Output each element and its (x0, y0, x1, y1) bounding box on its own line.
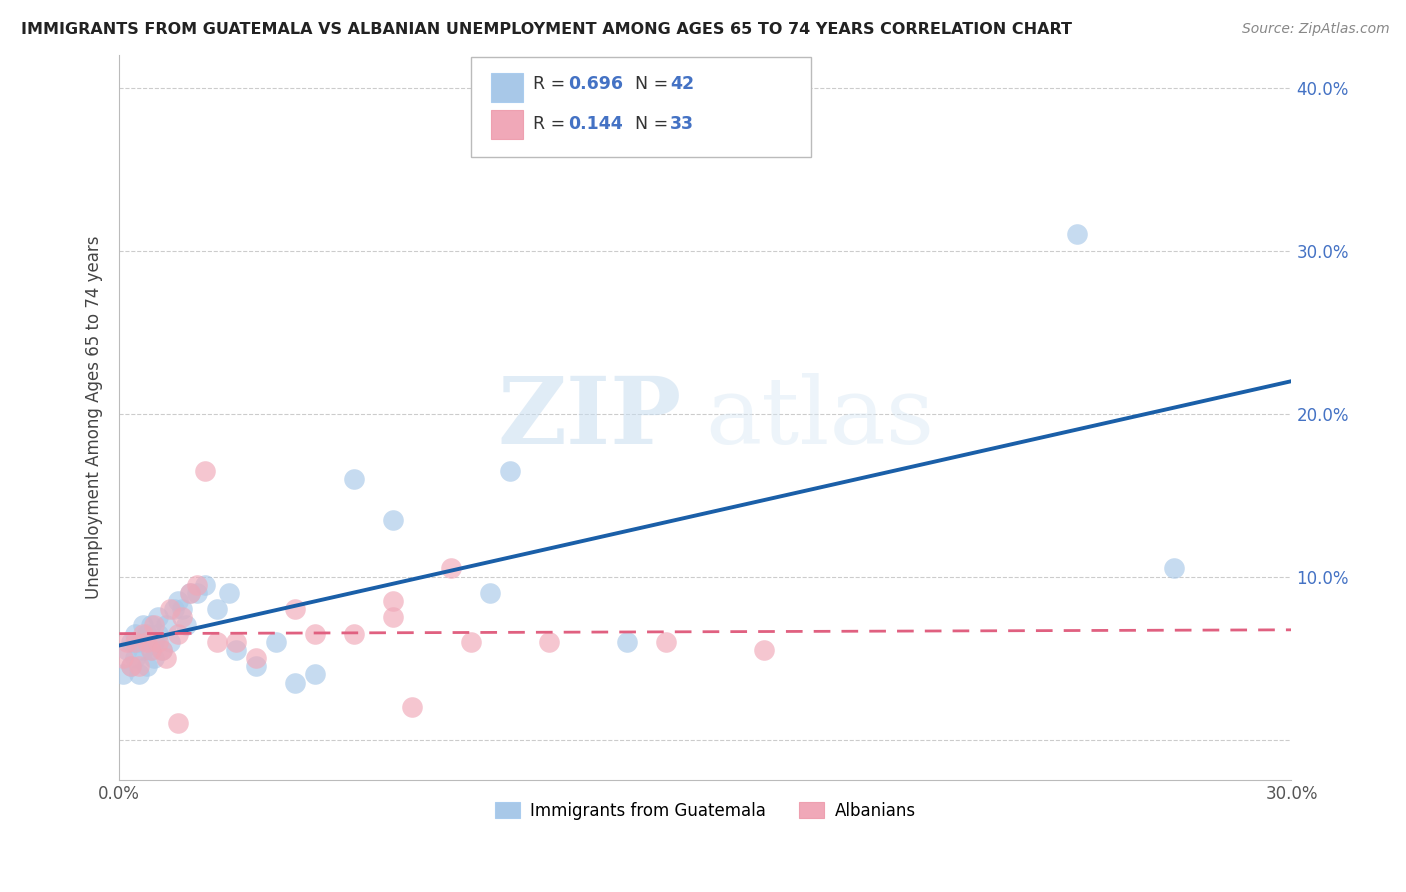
Point (1066, 227, 1088, 242)
Text: R =: R = (533, 115, 571, 133)
Point (124, 626, 146, 640)
FancyBboxPatch shape (491, 111, 523, 139)
Point (132, 643, 155, 657)
FancyBboxPatch shape (471, 56, 811, 157)
Point (148, 610, 170, 624)
Point (479, 586, 502, 600)
Text: Source: ZipAtlas.com: Source: ZipAtlas.com (1241, 22, 1389, 37)
Point (179, 586, 201, 600)
Point (401, 700, 423, 714)
Point (225, 643, 247, 657)
Point (170, 602, 193, 616)
Point (143, 634, 166, 648)
Point (148, 634, 170, 648)
Point (186, 586, 208, 600)
Point (124, 634, 146, 648)
Point (115, 634, 138, 648)
Point (155, 618, 177, 632)
Point (112, 667, 135, 681)
Point (343, 472, 366, 486)
Point (128, 667, 150, 681)
Point (616, 634, 638, 648)
Point (150, 643, 173, 657)
Point (135, 659, 157, 673)
Point (381, 594, 404, 608)
Point (381, 512, 404, 526)
Point (148, 626, 170, 640)
Point (440, 561, 463, 575)
Point (159, 602, 181, 616)
Point (120, 634, 142, 648)
Text: 42: 42 (671, 75, 695, 93)
Point (304, 667, 326, 681)
Point (538, 634, 561, 648)
Point (460, 634, 482, 648)
Point (120, 659, 142, 673)
Point (186, 578, 208, 592)
Point (143, 651, 166, 665)
Text: R =: R = (533, 75, 571, 93)
Point (218, 586, 240, 600)
Point (284, 602, 307, 616)
Y-axis label: Unemployment Among Ages 65 to 74 years: Unemployment Among Ages 65 to 74 years (86, 236, 103, 599)
Point (167, 594, 190, 608)
Point (112, 651, 135, 665)
Point (205, 634, 228, 648)
Point (179, 586, 201, 600)
Point (264, 634, 287, 648)
Point (499, 464, 522, 478)
Point (143, 618, 166, 632)
Point (167, 716, 190, 731)
Point (1163, 561, 1185, 575)
Text: 0.696: 0.696 (568, 75, 623, 93)
Point (132, 618, 155, 632)
Point (381, 610, 404, 624)
Point (225, 634, 247, 648)
Point (139, 618, 162, 632)
Text: N =: N = (636, 115, 673, 133)
Point (174, 618, 197, 632)
Point (124, 651, 146, 665)
Text: N =: N = (636, 75, 673, 93)
FancyBboxPatch shape (491, 72, 523, 102)
Point (159, 634, 181, 648)
Text: 33: 33 (671, 115, 695, 133)
Point (139, 643, 162, 657)
Point (115, 643, 138, 657)
Point (752, 643, 775, 657)
Point (128, 659, 150, 673)
Point (120, 659, 142, 673)
Point (245, 659, 267, 673)
Point (150, 643, 173, 657)
Point (655, 634, 678, 648)
Text: ZIP: ZIP (498, 373, 682, 463)
Point (194, 464, 217, 478)
Point (284, 675, 307, 690)
Point (135, 626, 157, 640)
Point (132, 626, 155, 640)
Point (304, 626, 326, 640)
Point (245, 651, 267, 665)
Point (343, 626, 366, 640)
Legend: Immigrants from Guatemala, Albanians: Immigrants from Guatemala, Albanians (488, 795, 922, 826)
Point (135, 634, 157, 648)
Point (155, 651, 177, 665)
Point (163, 602, 186, 616)
Point (128, 634, 150, 648)
Point (167, 626, 190, 640)
Point (170, 610, 193, 624)
Text: IMMIGRANTS FROM GUATEMALA VS ALBANIAN UNEMPLOYMENT AMONG AGES 65 TO 74 YEARS COR: IMMIGRANTS FROM GUATEMALA VS ALBANIAN UN… (21, 22, 1073, 37)
Text: 0.144: 0.144 (568, 115, 623, 133)
Text: atlas: atlas (706, 373, 935, 463)
Point (205, 602, 228, 616)
Point (194, 578, 217, 592)
Point (139, 643, 162, 657)
